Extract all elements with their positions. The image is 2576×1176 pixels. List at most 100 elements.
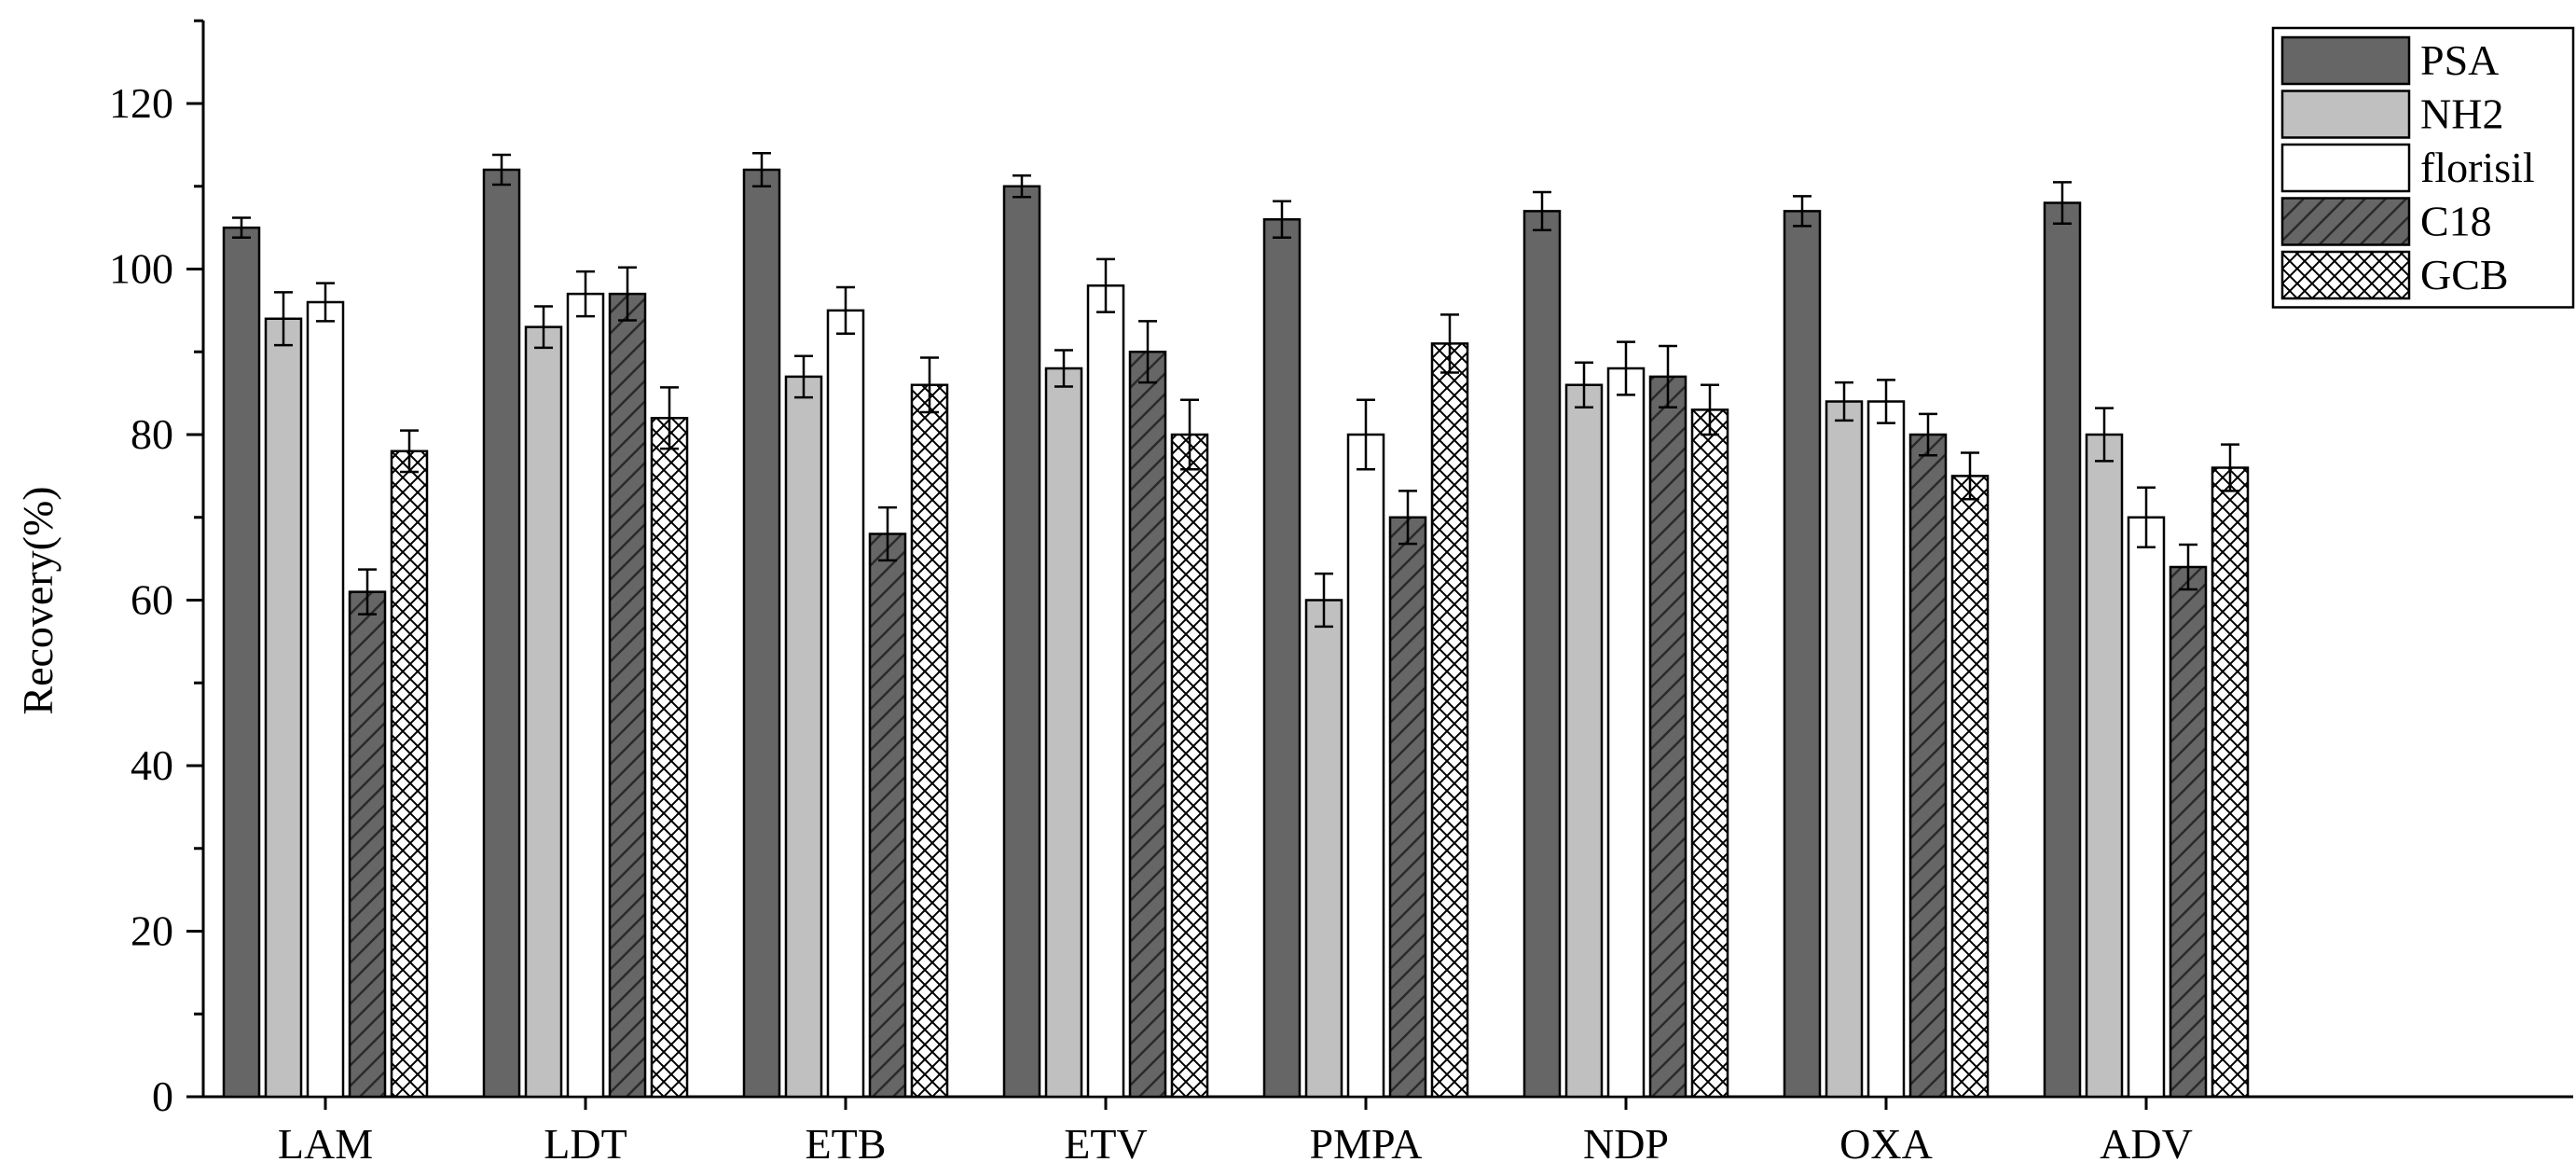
error-bar	[1054, 349, 1073, 388]
error-bar	[2095, 407, 2114, 463]
error-bar	[1533, 190, 1551, 232]
error-bar	[1398, 490, 1417, 546]
x-tick-label: ETV	[1064, 1120, 1147, 1168]
bar-gcb-ldt	[650, 417, 689, 1099]
error-bar	[1273, 200, 1291, 240]
bar-nh2-etv	[1044, 367, 1083, 1099]
error-bar	[794, 354, 813, 399]
bar-gcb-etv	[1170, 433, 1209, 1099]
bar-florisil-lam	[306, 300, 345, 1099]
error-bar	[274, 291, 293, 347]
bar-c18-ldt	[608, 292, 647, 1099]
bar-florisil-adv	[2127, 516, 2166, 1099]
bar-florisil-etb	[826, 309, 865, 1099]
error-bar	[878, 505, 897, 562]
error-bar	[1961, 451, 1979, 501]
legend-swatch-c18	[2280, 197, 2411, 246]
error-bar	[1701, 383, 1719, 436]
x-tick-label: LDT	[544, 1120, 627, 1168]
bar-florisil-ndp	[1606, 367, 1646, 1099]
bar-c18-ndp	[1648, 375, 1687, 1099]
error-bar	[492, 153, 511, 187]
legend-swatch-psa	[2280, 35, 2411, 86]
y-tick-label: 100	[109, 245, 173, 293]
legend-label-psa: PSA	[2420, 36, 2499, 84]
bar-florisil-etv	[1086, 284, 1125, 1099]
error-bar	[1919, 412, 1937, 457]
bar-nh2-ldt	[524, 325, 563, 1099]
error-bar	[660, 386, 679, 450]
bar-gcb-lam	[390, 450, 429, 1099]
x-tick-label: OXA	[1839, 1120, 1933, 1168]
error-bar	[2221, 443, 2239, 492]
bar-nh2-adv	[2085, 433, 2124, 1099]
x-tick-label: LAM	[278, 1120, 373, 1168]
error-bar	[752, 152, 771, 187]
y-tick-label: 80	[131, 410, 173, 458]
x-tick-label: ETB	[806, 1120, 887, 1168]
x-tick-label: NDP	[1583, 1120, 1669, 1168]
error-bar	[576, 270, 595, 318]
bar-psa-etv	[1002, 185, 1041, 1099]
bar-psa-adv	[2043, 201, 2082, 1099]
error-bar	[2053, 181, 2072, 225]
error-bar	[232, 216, 251, 240]
error-bar	[920, 356, 939, 414]
bar-gcb-etb	[910, 383, 949, 1099]
error-bar	[1793, 195, 1811, 228]
bar-psa-pmpa	[1262, 218, 1302, 1099]
bar-c18-lam	[348, 590, 387, 1099]
bar-gcb-pmpa	[1430, 342, 1469, 1099]
x-tick-label: PMPA	[1309, 1120, 1422, 1168]
y-tick-label: 40	[131, 741, 173, 789]
error-bar	[2179, 543, 2197, 591]
legend-swatch-gcb	[2280, 250, 2411, 300]
legend-label-gcb: GCB	[2420, 251, 2509, 298]
error-bar	[1012, 173, 1031, 199]
error-bar	[1138, 320, 1157, 384]
error-bar	[1357, 398, 1375, 471]
error-bar	[1617, 340, 1635, 396]
bar-florisil-oxa	[1867, 400, 1906, 1099]
bar-gcb-ndp	[1690, 408, 1729, 1099]
bar-c18-adv	[2169, 565, 2208, 1099]
error-bar	[316, 282, 335, 323]
bar-nh2-ndp	[1564, 383, 1604, 1099]
error-bar	[836, 285, 855, 335]
bar-c18-pmpa	[1388, 516, 1427, 1099]
legend-label-nh2: NH2	[2420, 90, 2503, 138]
bar-psa-lam	[222, 226, 261, 1099]
error-bar	[400, 429, 419, 474]
error-bar	[1440, 313, 1459, 374]
bar-nh2-etb	[784, 375, 823, 1099]
error-bar	[1659, 344, 1677, 408]
error-bar	[1180, 398, 1199, 471]
error-bar	[1315, 572, 1333, 629]
bar-c18-etv	[1128, 351, 1167, 1099]
y-tick-label: 60	[131, 576, 173, 624]
y-tick-label: 0	[152, 1072, 173, 1120]
x-tick-label: ADV	[2100, 1120, 2193, 1168]
bar-nh2-oxa	[1825, 400, 1864, 1099]
y-tick-label: 120	[109, 79, 173, 127]
legend: PSA NH2 florisil C18 GCB	[2271, 26, 2575, 309]
error-bar	[1575, 361, 1593, 408]
bar-florisil-ldt	[566, 292, 605, 1099]
error-bar	[358, 568, 377, 616]
bar-psa-etb	[742, 168, 781, 1099]
y-axis-label: Recovery(%)	[14, 486, 62, 714]
error-bar	[618, 266, 637, 322]
legend-swatch-florisil	[2280, 143, 2411, 193]
legend-label-florisil: florisil	[2420, 144, 2535, 191]
error-bar	[2137, 486, 2156, 548]
error-bar	[534, 305, 553, 350]
bar-gcb-oxa	[1950, 475, 1990, 1099]
bar-psa-ldt	[482, 168, 521, 1099]
bar-florisil-pmpa	[1346, 433, 1385, 1099]
bar-psa-oxa	[1783, 210, 1822, 1099]
bar-nh2-pmpa	[1304, 599, 1343, 1099]
error-bar	[1835, 380, 1853, 422]
bar-gcb-adv	[2211, 466, 2250, 1099]
